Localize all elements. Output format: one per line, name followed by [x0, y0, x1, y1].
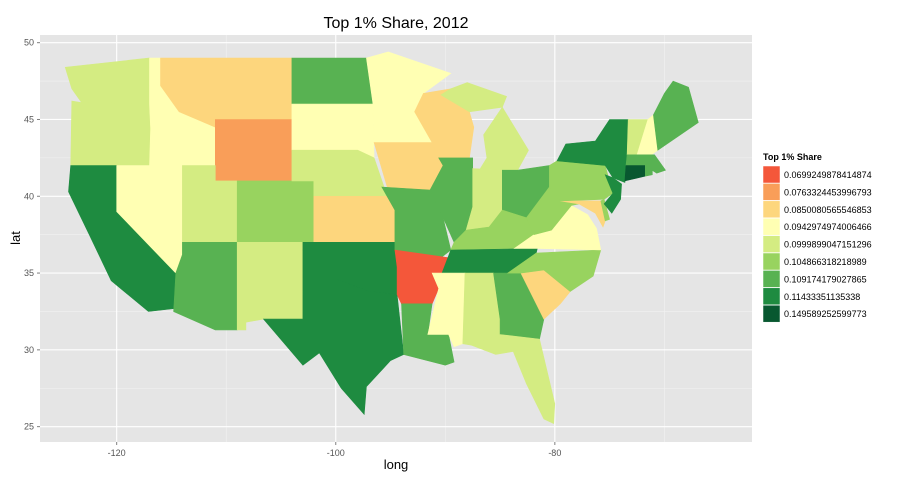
legend-title: Top 1% Share [763, 152, 822, 162]
y-axis-title: lat [8, 231, 23, 245]
legend-label: 0.104866318218989 [784, 257, 867, 267]
state-oregon [70, 100, 151, 166]
state-wyoming [215, 119, 293, 182]
legend-swatch [762, 217, 781, 236]
legend: Top 1% Share 0.0699249878414874 0.0763324… [762, 152, 872, 323]
chart-title: Top 1% Share, 2012 [324, 15, 469, 32]
state-south-dakota [291, 103, 375, 159]
y-tick-label: 45 [24, 114, 34, 124]
state-shapes [64, 51, 699, 425]
state-kansas [313, 196, 396, 243]
legend-label: 0.109174179027865 [784, 274, 867, 284]
state-colorado [236, 180, 315, 243]
legend-swatch [762, 252, 781, 271]
x-tick-label: -100 [327, 448, 345, 458]
state-new-hampshire [636, 114, 659, 156]
state-maine [653, 80, 699, 151]
legend-swatch [762, 165, 781, 184]
state-alabama [462, 272, 501, 346]
legend-label: 0.0999899047151296 [784, 240, 872, 250]
x-tick-label: -80 [548, 448, 561, 458]
state-rhode-island [644, 165, 653, 177]
legend-label: 0.149589252599773 [784, 309, 867, 319]
state-florida [470, 334, 556, 425]
y-tick-label: 25 [24, 422, 34, 432]
state-pennsylvania [549, 160, 614, 202]
state-new-jersey [603, 174, 622, 214]
legend-label: 0.11433351135338 [784, 292, 860, 302]
legend-label: 0.0763324453996793 [784, 187, 872, 197]
legend-swatch [762, 304, 781, 323]
y-axis-ticks: 25 30 35 40 45 50 [24, 38, 40, 432]
state-north-carolina [506, 249, 602, 292]
y-tick-label: 50 [24, 38, 34, 48]
y-tick-label: 40 [24, 191, 34, 201]
x-tick-label: -120 [108, 448, 126, 458]
legend-swatch [762, 183, 781, 201]
state-texas [262, 249, 405, 416]
x-axis-title: long [384, 457, 409, 472]
x-axis-ticks: -120 -100 -80 [108, 442, 561, 458]
state-michigan-up [440, 82, 507, 113]
legend-swatch [762, 270, 781, 288]
state-new-mexico [236, 242, 304, 331]
state-connecticut [624, 165, 646, 182]
legend-swatch [762, 235, 781, 253]
legend-label: 0.0699249878414874 [784, 170, 872, 180]
legend-label: 0.0942974974006466 [784, 222, 872, 232]
legend-swatch [762, 287, 781, 306]
legend-items: 0.0699249878414874 0.0763324453996793 0.08… [762, 165, 872, 323]
legend-label: 0.0850080565546853 [784, 205, 872, 215]
y-tick-label: 35 [24, 268, 34, 278]
y-tick-label: 30 [24, 345, 34, 355]
legend-swatch [762, 200, 781, 219]
state-delaware [600, 198, 610, 222]
state-north-dakota [291, 57, 374, 105]
